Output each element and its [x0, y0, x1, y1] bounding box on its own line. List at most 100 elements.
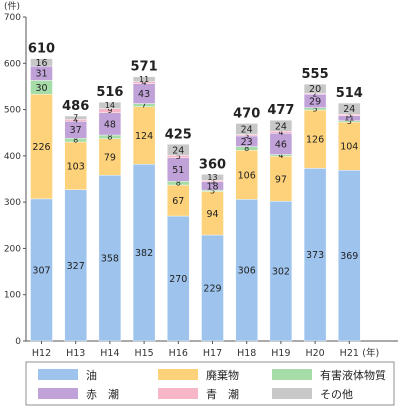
data-label: 9	[107, 106, 112, 115]
data-label: 4	[278, 151, 283, 160]
data-label: 106	[238, 170, 256, 181]
data-label: 306	[238, 266, 256, 277]
data-label: 79	[104, 153, 116, 164]
data-label: 37	[70, 125, 82, 136]
data-label: 4	[278, 128, 283, 137]
bar-segment-H15-5	[132, 76, 156, 83]
data-label: 229	[203, 284, 221, 295]
data-label: 16	[35, 58, 47, 69]
legend-swatch	[158, 369, 198, 380]
total-label: 477	[267, 103, 294, 118]
data-label: 24	[275, 121, 287, 132]
legend-swatch	[38, 369, 78, 380]
total-label: 610	[28, 42, 55, 57]
data-label: 3	[347, 117, 352, 126]
total-label: 360	[199, 157, 226, 172]
legend-swatch	[272, 388, 312, 399]
data-label: 5	[313, 104, 318, 113]
bar-segment-H14-5	[98, 101, 122, 109]
legend-box	[25, 361, 395, 406]
data-label: 11	[344, 114, 354, 123]
x-tick-label: H14	[100, 348, 119, 359]
data-label: 8	[73, 136, 78, 145]
legend-swatch	[272, 369, 312, 380]
data-label: 7	[142, 101, 147, 110]
data-label: 3	[347, 110, 352, 119]
data-label: 31	[35, 69, 47, 80]
y-tick-label: 500	[4, 106, 21, 116]
y-tick-label: 400	[4, 152, 21, 162]
bar-segment-H16-5	[167, 144, 190, 156]
data-label: 13	[207, 173, 217, 182]
legend-label: 赤 潮	[86, 387, 119, 401]
y-unit-label: (件)	[4, 0, 20, 12]
legend-swatch	[38, 388, 78, 399]
data-label: 43	[138, 89, 150, 100]
data-label: 23	[241, 137, 253, 148]
total-label: 470	[233, 106, 260, 121]
bar-segment-H20-5	[303, 83, 327, 94]
bar-segment-H17-5	[201, 174, 224, 181]
data-label: 2	[313, 89, 318, 98]
data-label: 24	[241, 125, 253, 136]
data-label: 48	[104, 119, 116, 130]
total-label: 555	[302, 67, 329, 82]
legend-label: 油	[86, 368, 97, 382]
y-tick-label: 200	[4, 244, 21, 254]
data-label: 4	[142, 78, 147, 87]
data-label: 29	[309, 97, 321, 108]
data-label: 97	[275, 174, 287, 185]
data-label: 14	[105, 101, 115, 110]
data-label: 3	[244, 131, 249, 140]
legend-label: 廃棄物	[206, 368, 239, 382]
data-label: 307	[32, 265, 50, 276]
data-label: 382	[135, 248, 153, 259]
legend-swatch	[158, 388, 198, 399]
data-label: 8	[107, 132, 112, 141]
legend-label: 青 潮	[206, 387, 239, 401]
data-label: 358	[101, 254, 119, 265]
x-tick-label: H21	[340, 348, 359, 359]
data-label: 369	[340, 251, 358, 262]
data-label: 126	[306, 135, 324, 146]
data-label: 94	[206, 209, 218, 220]
y-tick-label: 600	[4, 59, 21, 69]
data-label: 24	[343, 104, 355, 115]
data-label: 3	[210, 177, 215, 186]
bar-segment-H12-5	[30, 58, 53, 67]
x-tick-label: H20	[305, 348, 324, 359]
legend-label: その他	[320, 388, 353, 401]
x-unit-suffix: (年)	[362, 347, 379, 359]
data-label: 7	[73, 113, 78, 122]
total-label: 516	[96, 85, 123, 100]
data-label: 226	[32, 142, 50, 153]
total-label: 486	[62, 99, 89, 114]
total-label: 514	[336, 86, 363, 101]
data-label: 51	[172, 165, 184, 176]
data-label: 124	[135, 131, 153, 142]
data-label: 11	[139, 75, 149, 84]
data-label: 8	[244, 144, 249, 153]
data-label: 20	[309, 84, 321, 95]
total-label: 571	[131, 60, 158, 75]
data-label: 24	[172, 145, 184, 156]
x-tick-label: H19	[271, 348, 290, 359]
data-label: 104	[340, 142, 358, 153]
y-tick-label: 100	[4, 291, 21, 301]
bar-segment-H19-5	[269, 120, 293, 132]
data-label: 373	[306, 250, 324, 261]
x-tick-label: H16	[169, 348, 188, 359]
data-label: 18	[206, 181, 218, 192]
data-label: 5	[176, 152, 181, 161]
data-label: 46	[275, 139, 287, 150]
bar-segment-H13-5	[64, 115, 87, 120]
y-tick-label: 300	[4, 198, 21, 208]
legend-label: 有害液体物質	[320, 368, 386, 382]
data-label: 3	[210, 186, 215, 195]
data-label: 103	[67, 161, 85, 172]
total-label: 425	[165, 127, 192, 142]
data-label: 302	[272, 267, 290, 278]
x-tick-label: H17	[203, 348, 222, 359]
bar-segment-H21-5	[338, 102, 361, 115]
